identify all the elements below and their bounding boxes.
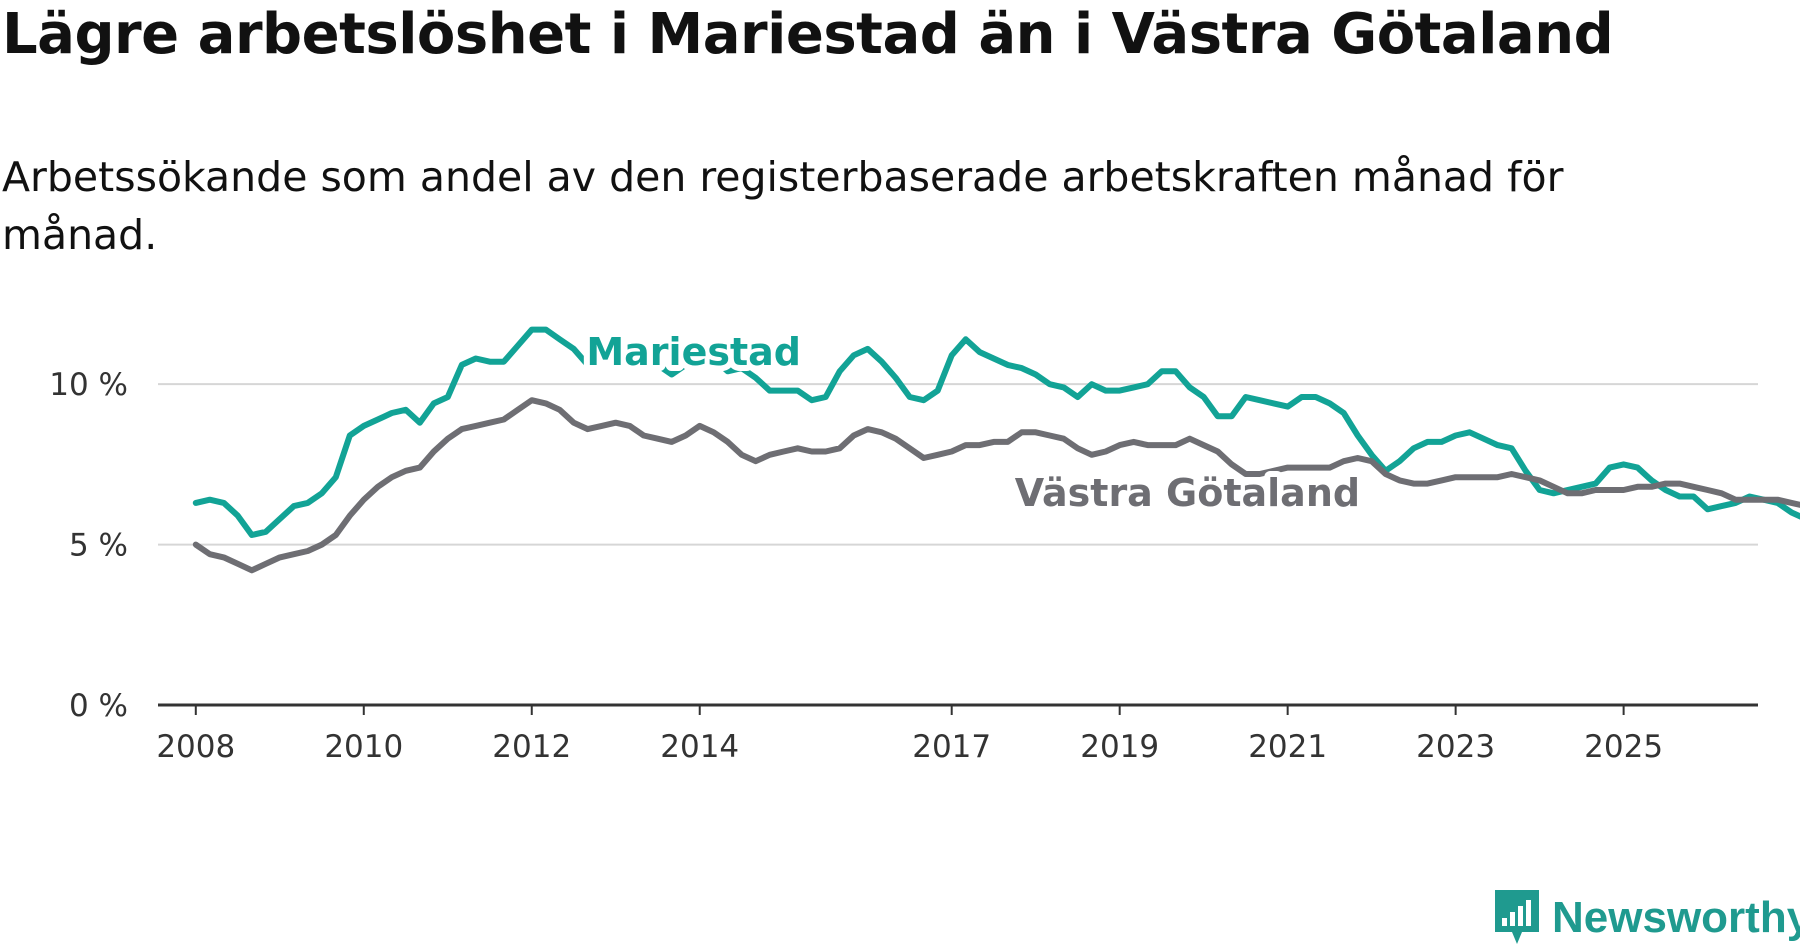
series-label-mariestad: Mariestad xyxy=(586,330,801,374)
x-tick-label: 2019 xyxy=(1080,729,1159,765)
series-line-vastra-gotaland xyxy=(192,397,1800,574)
series-line-mariestad xyxy=(192,326,1800,538)
x-tick-label: 2021 xyxy=(1248,729,1327,765)
newsworthy-logo-icon xyxy=(1495,890,1539,944)
x-tick-label: 2008 xyxy=(156,729,235,765)
series-label-vastra-gotaland: Västra Götaland xyxy=(1015,471,1360,515)
y-tick-label: 0 % xyxy=(69,688,128,724)
brand[interactable]: Newsworthy xyxy=(1492,888,1800,948)
brand-name: Newsworthy xyxy=(1552,893,1800,942)
y-tick-label: 5 % xyxy=(69,528,128,564)
x-tick-label: 2023 xyxy=(1416,729,1495,765)
x-tick-label: 2012 xyxy=(492,729,571,765)
chart-title: Lägre arbetslöshet i Mariestad än i Väst… xyxy=(2,2,1614,67)
chart-subtitle: Arbetssökande som andel av den registerb… xyxy=(2,153,1564,259)
x-tick-label: 2010 xyxy=(324,729,403,765)
y-tick-label: 10 % xyxy=(49,367,128,403)
x-tick-label: 2025 xyxy=(1584,729,1663,765)
x-tick-label: 2017 xyxy=(912,729,991,765)
x-tick-label: 2014 xyxy=(660,729,739,765)
